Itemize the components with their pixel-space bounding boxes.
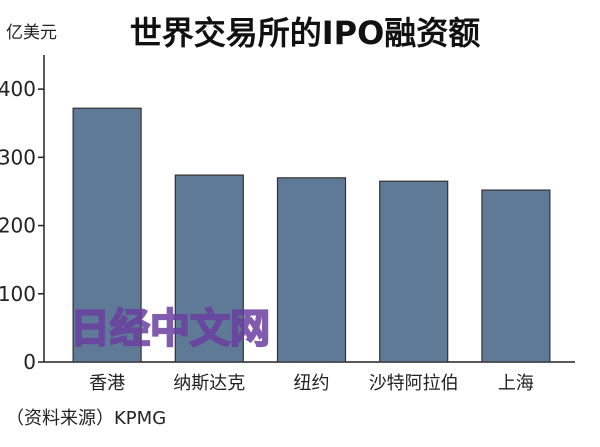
y-ticks-group: 0 100 200 300 400 bbox=[0, 77, 44, 374]
y-axis-unit-label: 亿美元 bbox=[6, 23, 57, 43]
y-tick-label: 200 bbox=[0, 214, 36, 238]
bar-1 bbox=[174, 174, 244, 363]
x-category-label: 上海 bbox=[498, 373, 534, 394]
bars-group bbox=[72, 107, 551, 363]
x-category-label: 沙特阿拉伯 bbox=[369, 373, 459, 394]
y-tick-label: 300 bbox=[0, 145, 36, 169]
y-tick-label: 0 bbox=[23, 350, 36, 374]
bar-0 bbox=[72, 107, 142, 363]
x-category-label: 纽约 bbox=[294, 373, 330, 394]
y-tick-label: 100 bbox=[0, 282, 36, 306]
bar-3 bbox=[379, 180, 449, 363]
x-categories-group: 香港 纳斯达克 纽约 沙特阿拉伯 上海 bbox=[89, 373, 534, 394]
watermark-logo: 日经中文网 bbox=[70, 306, 270, 352]
bar-2 bbox=[276, 177, 347, 363]
x-category-label: 香港 bbox=[89, 373, 125, 394]
bar-4 bbox=[481, 189, 551, 363]
chart-title: 世界交易所的IPO融资额 bbox=[130, 14, 481, 52]
y-tick-label: 400 bbox=[0, 77, 36, 101]
x-category-label: 纳斯达克 bbox=[173, 373, 245, 394]
source-note: （资料来源）KPMG bbox=[6, 408, 166, 429]
